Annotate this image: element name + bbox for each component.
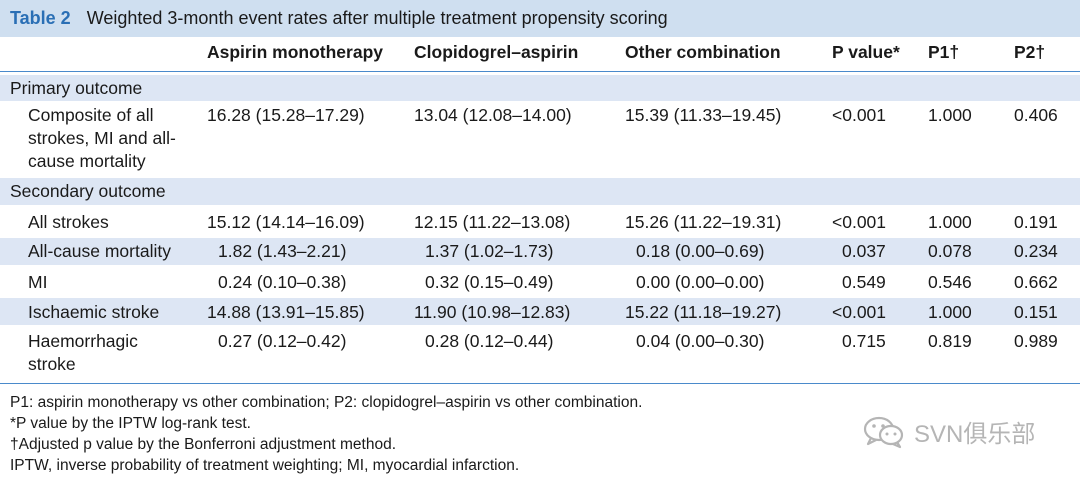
table-cell: 0.989 (1014, 331, 1058, 351)
table-cell: 13.04 (12.08–14.00) (414, 105, 572, 125)
table-cell: 0.037 (842, 241, 886, 261)
table-cell: 0.00 (0.00–0.00) (636, 272, 765, 292)
column-header: Other combination (625, 42, 781, 62)
row-label: Composite of all strokes, MI and all- ca… (28, 105, 176, 171)
table-footnotes: P1: aspirin monotherapy vs other combina… (10, 392, 642, 476)
table-cell: <0.001 (832, 212, 887, 232)
table-cell: <0.001 (832, 105, 887, 125)
watermark-text: SVN俱乐部 (914, 421, 1036, 448)
table-cell: 14.88 (13.91–15.85) (207, 302, 365, 322)
section-label: Secondary outcome (10, 181, 166, 201)
column-header: P2† (1014, 42, 1046, 62)
column-header: Clopidogrel–aspirin (414, 42, 579, 62)
row-label: All-cause mortality (28, 241, 171, 261)
table-cell: <0.001 (832, 302, 887, 322)
table-cell: 1.000 (928, 302, 972, 322)
table-cell: 0.662 (1014, 272, 1058, 292)
table-number: Table 2 (10, 8, 71, 28)
footnote: IPTW, inverse probability of treatment w… (10, 457, 520, 474)
table-cell: 0.27 (0.12–0.42) (218, 331, 347, 351)
row-label: All strokes (28, 212, 109, 232)
footnote: *P value by the IPTW log-rank test. (10, 415, 251, 432)
table-cell: 15.22 (11.18–19.27) (625, 302, 782, 322)
table-cell: 0.078 (928, 241, 972, 261)
watermark: SVN俱乐部 (862, 414, 1035, 449)
table-cell: 0.18 (0.00–0.69) (636, 241, 765, 261)
table-cell: 1.000 (928, 212, 972, 232)
table-cell: 0.151 (1014, 302, 1058, 322)
table-row: All-cause mortality 1.82 (1.43–2.21) 1.3… (0, 238, 1080, 265)
table-cell: 12.15 (11.22–13.08) (414, 212, 571, 232)
table-cell: 0.546 (928, 272, 972, 292)
column-header: P1† (928, 42, 960, 62)
footnote: †Adjusted p value by the Bonferroni adju… (10, 436, 397, 453)
table-row: Haemorrhagic stroke 0.27 (0.12–0.42) 0.2… (0, 328, 1080, 378)
table-cell: 11.90 (10.98–12.83) (414, 302, 571, 322)
table-cell: 15.26 (11.22–19.31) (625, 212, 782, 232)
footnote: P1: aspirin monotherapy vs other combina… (10, 394, 643, 411)
table-row: MI 0.24 (0.10–0.38) 0.32 (0.15–0.49) 0.0… (0, 268, 1080, 295)
section-header: Primary outcome (0, 75, 1080, 101)
table-cell: 1.000 (928, 105, 972, 125)
table-row: Ischaemic stroke 14.88 (13.91–15.85) 11.… (0, 298, 1080, 325)
table-title: Weighted 3-month event rates after multi… (86, 8, 668, 28)
row-label: MI (28, 272, 48, 292)
table-cell: 1.82 (1.43–2.21) (218, 241, 347, 261)
table-row: Composite of all strokes, MI and all- ca… (0, 104, 1080, 174)
table-cell: 0.32 (0.15–0.49) (425, 272, 554, 292)
column-header: Aspirin monotherapy (207, 42, 383, 62)
table-title-bar: Table 2 Weighted 3-month event rates aft… (0, 0, 1080, 37)
table-cell: 15.12 (14.14–16.09) (207, 212, 365, 232)
table-cell: 0.04 (0.00–0.30) (636, 331, 765, 351)
table-cell: 0.715 (842, 331, 886, 351)
table-bottom-divider (0, 383, 1080, 384)
table-cell: 0.28 (0.12–0.44) (425, 331, 554, 351)
header-divider (0, 71, 1080, 72)
column-header: P value* (832, 42, 900, 62)
row-label: Haemorrhagic stroke (28, 331, 138, 374)
table-cell: 0.819 (928, 331, 972, 351)
table-cell: 0.24 (0.10–0.38) (218, 272, 347, 292)
table-cell: 0.549 (842, 272, 886, 292)
table-header-row: Aspirin monotherapy Clopidogrel–aspirin … (0, 41, 1080, 65)
table-cell: 0.234 (1014, 241, 1058, 261)
section-header: Secondary outcome (0, 178, 1080, 205)
wechat-icon (863, 416, 904, 448)
table-cell: 0.406 (1014, 105, 1058, 125)
row-label: Ischaemic stroke (28, 302, 160, 322)
table-cell: 16.28 (15.28–17.29) (207, 105, 365, 125)
table-row: All strokes 15.12 (14.14–16.09) 12.15 (1… (0, 209, 1080, 235)
section-label: Primary outcome (10, 78, 143, 98)
table-cell: 1.37 (1.02–1.73) (425, 241, 554, 261)
table-cell: 0.191 (1014, 212, 1058, 232)
table-cell: 15.39 (11.33–19.45) (625, 105, 782, 125)
